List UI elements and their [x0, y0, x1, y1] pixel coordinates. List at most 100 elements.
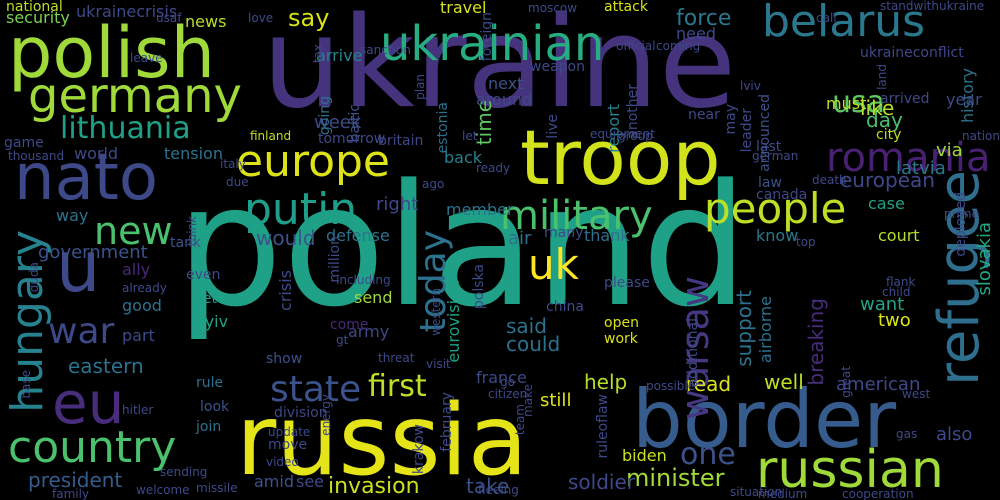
word-travel: travel [440, 0, 487, 17]
word-attack: attack [604, 0, 648, 15]
word-new: new [94, 209, 173, 253]
word-many: many [544, 225, 584, 241]
word-game: game [4, 135, 44, 151]
word-member: member [446, 200, 514, 219]
word-leader: leader [739, 108, 755, 153]
word-already: already [122, 281, 167, 295]
word-putin: putin [244, 184, 358, 235]
word-come: come [330, 317, 369, 333]
word-amid: amid [254, 472, 294, 491]
word-even: even [186, 267, 221, 283]
word-said: said [506, 314, 547, 338]
word-medium: medium [758, 487, 808, 500]
word-say: say [288, 4, 330, 32]
word-update: update [268, 425, 311, 439]
word-additional: additional [685, 318, 701, 388]
word-minister: minister [626, 464, 725, 492]
word-gas: gas [896, 427, 918, 441]
word-near: near [688, 107, 720, 123]
word-still: still [540, 390, 572, 411]
word-lithuania: lithuania [60, 111, 191, 146]
word-week: week [314, 112, 362, 133]
word-one: one [680, 437, 736, 472]
word-visit: visit [426, 357, 451, 371]
word-land: land [875, 64, 889, 90]
word-support: support [732, 290, 756, 367]
word-army: army [348, 322, 390, 341]
word-gt: gt [336, 333, 349, 347]
word-family: family [52, 487, 90, 500]
word-ukrainecrisis: ukrainecrisis [76, 2, 178, 21]
word-thousand: thousand [8, 149, 65, 163]
word-group: group [618, 129, 653, 143]
word-weapon: weapon [530, 59, 585, 75]
word-could: could [506, 332, 561, 356]
word-base: base [19, 370, 33, 399]
word-take: take [466, 474, 510, 498]
word-year: year [946, 90, 982, 109]
word-sending: sending [160, 465, 208, 479]
word-call: call [816, 11, 837, 25]
word-think: think [185, 216, 199, 247]
word-slovakia: slovakia [974, 222, 995, 296]
word-team: team [513, 404, 527, 436]
word-biden: biden [622, 446, 667, 465]
word-get: get [194, 291, 217, 307]
word-official: official [616, 39, 656, 53]
word-soldier: soldier [568, 470, 635, 494]
word-flank: flank [886, 275, 916, 289]
word-right: right [376, 194, 419, 215]
word-around: around [476, 90, 533, 109]
word-live: live [545, 114, 561, 139]
word-last: last [756, 139, 782, 155]
word-ukraine: ukraine [262, 0, 737, 136]
word-tank: tank [170, 235, 202, 251]
word-airborne: airborne [756, 296, 775, 364]
word-ago: ago [422, 177, 445, 191]
word-law: law [758, 175, 782, 191]
word-possible: possible [646, 379, 696, 393]
word-missile: missile [196, 481, 238, 495]
word-show: show [266, 351, 303, 367]
word-may: may [723, 104, 739, 135]
word-great: great [839, 366, 853, 398]
word-like: like [860, 96, 895, 120]
word-read: read [686, 372, 732, 396]
word-lviv: lviv [740, 79, 761, 93]
word-way: way [56, 206, 89, 225]
word-country: country [8, 422, 177, 473]
word-u: u [56, 226, 101, 308]
word-ready: ready [476, 161, 511, 175]
word-child: child [882, 285, 911, 299]
word-due: due [226, 175, 249, 189]
word-part: part [122, 326, 155, 345]
word-western: western [429, 288, 443, 336]
word-russia: russia [236, 384, 528, 498]
word-going: going [317, 96, 333, 136]
word-uk: uk [528, 240, 579, 289]
word-deployed: deployed [953, 192, 969, 257]
word-open: open [604, 315, 639, 331]
word-troop: troop [520, 113, 721, 202]
word-threat: threat [378, 351, 415, 365]
word-coming: coming [656, 39, 701, 53]
word-need: need [676, 24, 716, 43]
word-estonia: estonia [435, 102, 451, 154]
word-west: west [902, 387, 931, 401]
word-germany: germany [28, 68, 242, 124]
word-know: know [756, 226, 799, 245]
word-russian: russian [756, 440, 944, 500]
word-invasion: invasion [328, 474, 420, 499]
word-krakow: krakow [411, 424, 427, 475]
word-force: force [676, 6, 732, 31]
word-tomorrow: tomorrow [318, 131, 386, 147]
word-leave: leave [130, 51, 163, 65]
word-first: first [368, 369, 427, 404]
word-plan: plan [413, 74, 427, 100]
word-court: court [878, 226, 920, 245]
word-europe: europe [236, 136, 390, 187]
word-thank: thank [584, 226, 630, 245]
word-poland: poland [176, 148, 749, 344]
word-italy: italy [220, 157, 246, 171]
word-welcome: welcome [136, 483, 190, 497]
